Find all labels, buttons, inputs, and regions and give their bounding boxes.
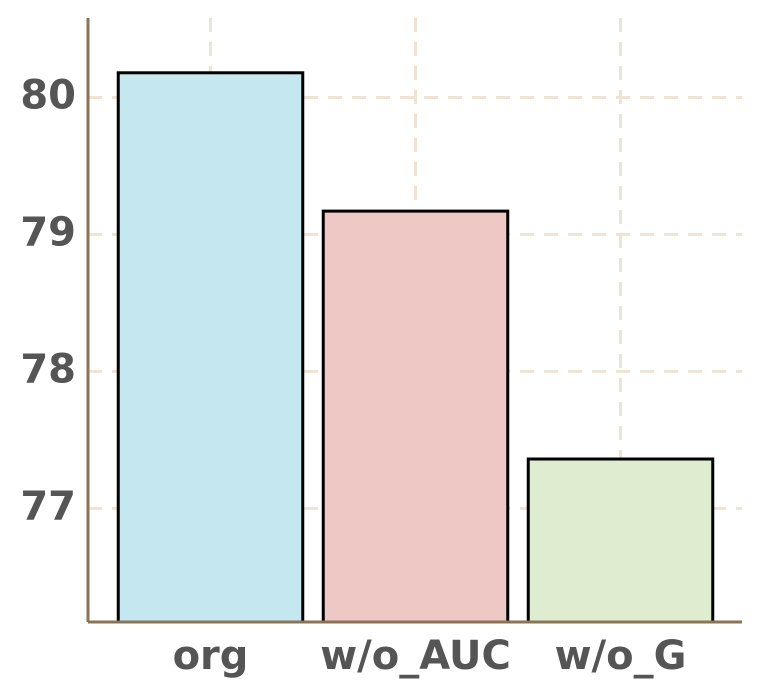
y-tick-label: 79 bbox=[20, 209, 76, 255]
y-tick-label: 77 bbox=[20, 483, 76, 529]
y-tick-label: 78 bbox=[20, 346, 76, 392]
x-tick-label: w/o_G bbox=[555, 633, 687, 679]
bar bbox=[526, 457, 715, 624]
bar bbox=[321, 209, 510, 624]
x-tick-label: org bbox=[173, 633, 249, 679]
x-tick-label: w/o_AUC bbox=[320, 633, 511, 679]
bar bbox=[116, 71, 305, 624]
y-tick-label: 80 bbox=[20, 72, 76, 118]
